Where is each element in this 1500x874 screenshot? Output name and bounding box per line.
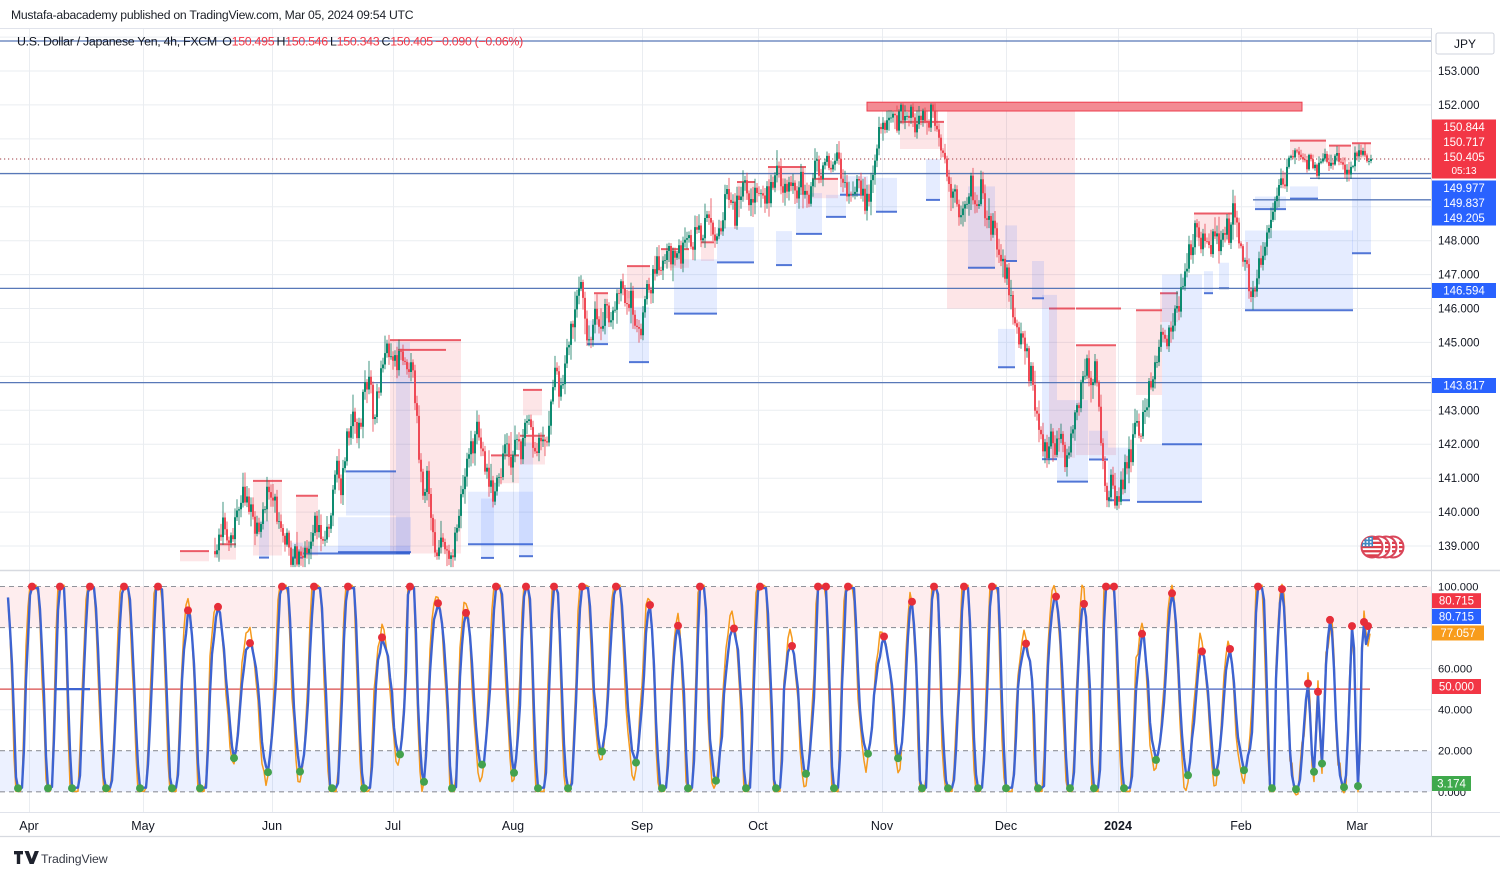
svg-text:Jun: Jun — [262, 819, 282, 833]
svg-text:Mar: Mar — [1346, 819, 1368, 833]
svg-text:JPY: JPY — [1454, 37, 1476, 51]
svg-text:140.000: 140.000 — [1438, 507, 1480, 519]
svg-text:141.000: 141.000 — [1438, 473, 1480, 485]
svg-text:100.000: 100.000 — [1438, 582, 1478, 594]
svg-text:150.717: 150.717 — [1443, 137, 1485, 149]
svg-text:149.837: 149.837 — [1443, 198, 1485, 210]
svg-text:153.000: 153.000 — [1438, 66, 1480, 78]
svg-text:149.205: 149.205 — [1443, 213, 1485, 225]
svg-text:U.S. Dollar / Japanese Yen, 4h: U.S. Dollar / Japanese Yen, 4h, FXCM O15… — [17, 35, 523, 49]
svg-text:142.000: 142.000 — [1438, 439, 1480, 451]
svg-text:Dec: Dec — [995, 819, 1017, 833]
svg-text:146.000: 146.000 — [1438, 304, 1480, 316]
svg-text:Aug: Aug — [502, 819, 524, 833]
svg-text:146.594: 146.594 — [1443, 286, 1485, 298]
svg-text:150.844: 150.844 — [1443, 122, 1485, 134]
svg-text:3.174: 3.174 — [1437, 779, 1466, 791]
svg-text:05:13: 05:13 — [1451, 166, 1476, 177]
svg-text:150.405: 150.405 — [1443, 152, 1485, 164]
svg-text:Sep: Sep — [631, 819, 653, 833]
svg-text:Mustafa-abacademy published on: Mustafa-abacademy published on TradingVi… — [11, 8, 414, 22]
svg-text:143.817: 143.817 — [1443, 381, 1485, 393]
svg-text:149.977: 149.977 — [1443, 183, 1485, 195]
svg-text:TradingView: TradingView — [41, 852, 108, 866]
svg-text:80.715: 80.715 — [1439, 596, 1474, 608]
svg-text:Apr: Apr — [19, 819, 38, 833]
svg-text:77.057: 77.057 — [1440, 628, 1475, 640]
svg-text:Jul: Jul — [385, 819, 401, 833]
svg-text:148.000: 148.000 — [1438, 236, 1480, 248]
svg-text:143.000: 143.000 — [1438, 405, 1480, 417]
svg-text:Feb: Feb — [1230, 819, 1252, 833]
svg-text:139.000: 139.000 — [1438, 541, 1480, 553]
svg-text:147.000: 147.000 — [1438, 270, 1480, 282]
svg-text:152.000: 152.000 — [1438, 100, 1480, 112]
svg-text:May: May — [131, 819, 155, 833]
svg-text:80.715: 80.715 — [1439, 612, 1474, 624]
svg-text:20.000: 20.000 — [1438, 746, 1472, 758]
svg-text:2024: 2024 — [1104, 819, 1132, 833]
svg-text:145.000: 145.000 — [1438, 337, 1480, 349]
svg-text:60.000: 60.000 — [1438, 664, 1472, 676]
svg-text:Nov: Nov — [871, 819, 894, 833]
svg-text:40.000: 40.000 — [1438, 705, 1472, 717]
svg-text:Oct: Oct — [748, 819, 768, 833]
svg-text:50.000: 50.000 — [1439, 682, 1474, 694]
